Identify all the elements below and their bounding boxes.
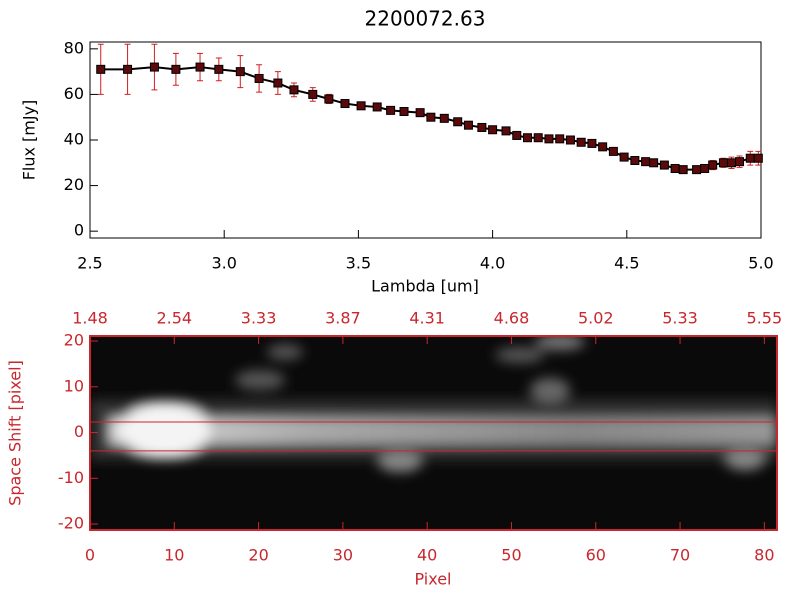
x2-tick-label: 5.02 xyxy=(578,309,614,328)
marker xyxy=(649,158,659,168)
x2-tick-label: 2.54 xyxy=(156,309,192,328)
x-tick-label: 0 xyxy=(85,546,95,565)
marker xyxy=(678,165,688,175)
x-tick-label: 4.0 xyxy=(480,254,505,273)
x-tick-label: 30 xyxy=(333,546,353,565)
marker xyxy=(254,73,264,83)
marker xyxy=(453,117,463,127)
marker xyxy=(745,153,755,163)
marker xyxy=(123,64,133,74)
x2-tick-label: 5.33 xyxy=(662,309,698,328)
marker xyxy=(512,130,522,140)
marker xyxy=(718,158,728,168)
y-axis-label: Flux [mJy] xyxy=(20,100,39,181)
x-tick-label: 4.5 xyxy=(614,254,639,273)
x-tick-label: 40 xyxy=(417,546,437,565)
marker xyxy=(235,67,245,77)
marker xyxy=(619,152,629,162)
x2-tick-label: 1.48 xyxy=(72,309,108,328)
marker xyxy=(641,157,651,167)
y-tick-label: 40 xyxy=(64,130,84,149)
x-tick-label: 60 xyxy=(586,546,606,565)
marker xyxy=(463,120,473,130)
y-tick-label: 0 xyxy=(74,422,84,441)
y-tick-label: 10 xyxy=(64,376,84,395)
x-tick-label: 70 xyxy=(670,546,690,565)
marker xyxy=(630,156,640,166)
marker xyxy=(700,163,710,173)
marker xyxy=(96,64,106,74)
y-tick-label: 60 xyxy=(64,84,84,103)
y-tick-label: 20 xyxy=(64,331,84,350)
spectrum-image xyxy=(90,336,777,530)
marker xyxy=(356,101,366,111)
marker xyxy=(587,138,597,148)
marker xyxy=(501,126,511,136)
marker xyxy=(340,99,350,109)
marker xyxy=(544,134,554,144)
y-tick-label: 0 xyxy=(74,221,84,240)
marker xyxy=(195,62,205,72)
marker xyxy=(555,134,565,144)
marker xyxy=(439,113,449,123)
x-tick-label: 20 xyxy=(248,546,268,565)
y-tick-label: 80 xyxy=(64,38,84,57)
marker xyxy=(522,133,532,143)
marker xyxy=(692,165,702,175)
marker xyxy=(598,142,608,152)
x2-tick-label: 4.31 xyxy=(409,309,445,328)
x2-tick-label: 3.87 xyxy=(325,309,361,328)
x-tick-label: 10 xyxy=(164,546,184,565)
marker xyxy=(477,122,487,132)
marker xyxy=(426,112,436,122)
marker xyxy=(308,89,318,99)
marker xyxy=(735,157,745,167)
x2-tick-label: 4.68 xyxy=(494,309,530,328)
x-tick-label: 3.0 xyxy=(211,254,236,273)
marker xyxy=(324,94,334,104)
x-tick-label: 3.5 xyxy=(346,254,371,273)
marker xyxy=(372,102,382,112)
marker xyxy=(565,135,575,145)
x2-tick-label: 5.55 xyxy=(747,309,783,328)
marker xyxy=(415,108,425,118)
marker xyxy=(753,153,763,163)
y-tick-label: 20 xyxy=(64,175,84,194)
x-tick-label: 2.5 xyxy=(77,254,102,273)
marker xyxy=(659,160,669,170)
marker xyxy=(273,78,283,88)
marker xyxy=(708,160,718,170)
marker xyxy=(533,133,543,143)
y-tick-label: -20 xyxy=(58,514,84,533)
marker xyxy=(214,64,224,74)
chart-title: 2200072.63 xyxy=(365,7,486,31)
y-tick-label: -10 xyxy=(58,468,84,487)
x-tick-label: 50 xyxy=(501,546,521,565)
x-axis-label: Lambda [um] xyxy=(371,277,479,296)
marker xyxy=(488,125,498,135)
x-axis-label: Pixel xyxy=(414,570,451,589)
marker xyxy=(726,158,736,168)
marker xyxy=(386,105,396,115)
x2-tick-label: 3.33 xyxy=(241,309,277,328)
y-axis-label: Space Shift [pixel] xyxy=(6,360,25,506)
marker xyxy=(399,107,409,117)
marker xyxy=(670,163,680,173)
marker xyxy=(576,137,586,147)
plot-frame xyxy=(89,41,762,239)
x-tick-label: 5.0 xyxy=(748,254,773,273)
marker xyxy=(171,64,181,74)
marker xyxy=(289,85,299,95)
marker xyxy=(149,62,159,72)
x-tick-label: 80 xyxy=(754,546,774,565)
marker xyxy=(608,146,618,156)
